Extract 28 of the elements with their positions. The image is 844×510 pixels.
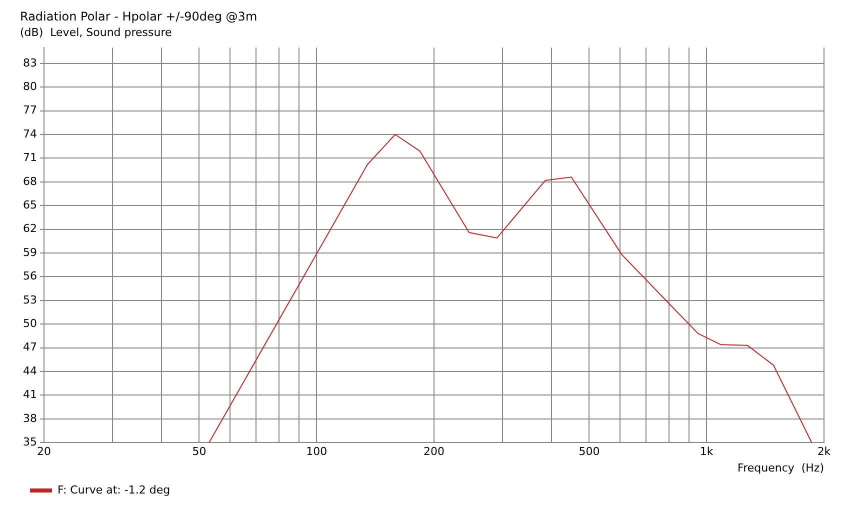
y-tick-label: 71 [22,151,37,164]
y-tick-label: 47 [22,340,37,354]
x-axis-title: Frequency (Hz) [738,461,824,474]
y-tick-label: 83 [22,56,37,70]
y-tick-label: 65 [22,198,37,212]
x-tick-label: 20 [36,445,51,458]
y-tick-label: 53 [22,293,37,306]
y-tick-label: 74 [22,127,37,140]
y-tick-label: 77 [22,104,37,117]
y-tick-label: 44 [22,364,37,378]
y-tick-label: 56 [22,270,37,283]
y-tick-label: 62 [22,222,37,236]
y-tick-label: 50 [22,316,37,330]
x-tick-label: 100 [306,445,328,458]
x-tick-label: 50 [192,445,206,458]
y-tick-label: 38 [22,412,37,425]
chart-title: Radiation Polar - Hpolar +/-90deg @3m [20,9,258,24]
x-tick-label: 2k [817,445,832,458]
x-tick-label: 1k [700,445,714,458]
y-tick-label: 41 [22,388,37,402]
legend-label: F: Curve at: -1.2 deg [58,483,170,496]
y-tick-label: 80 [22,80,37,93]
y-axis-title: (dB) Level, Sound pressure [20,26,172,39]
y-tick-label: 68 [22,174,37,188]
y-tick-label: 59 [22,246,37,259]
y-tick-label: 35 [22,435,37,448]
x-tick-label: 200 [424,445,444,458]
x-tick-label: 500 [578,445,600,458]
